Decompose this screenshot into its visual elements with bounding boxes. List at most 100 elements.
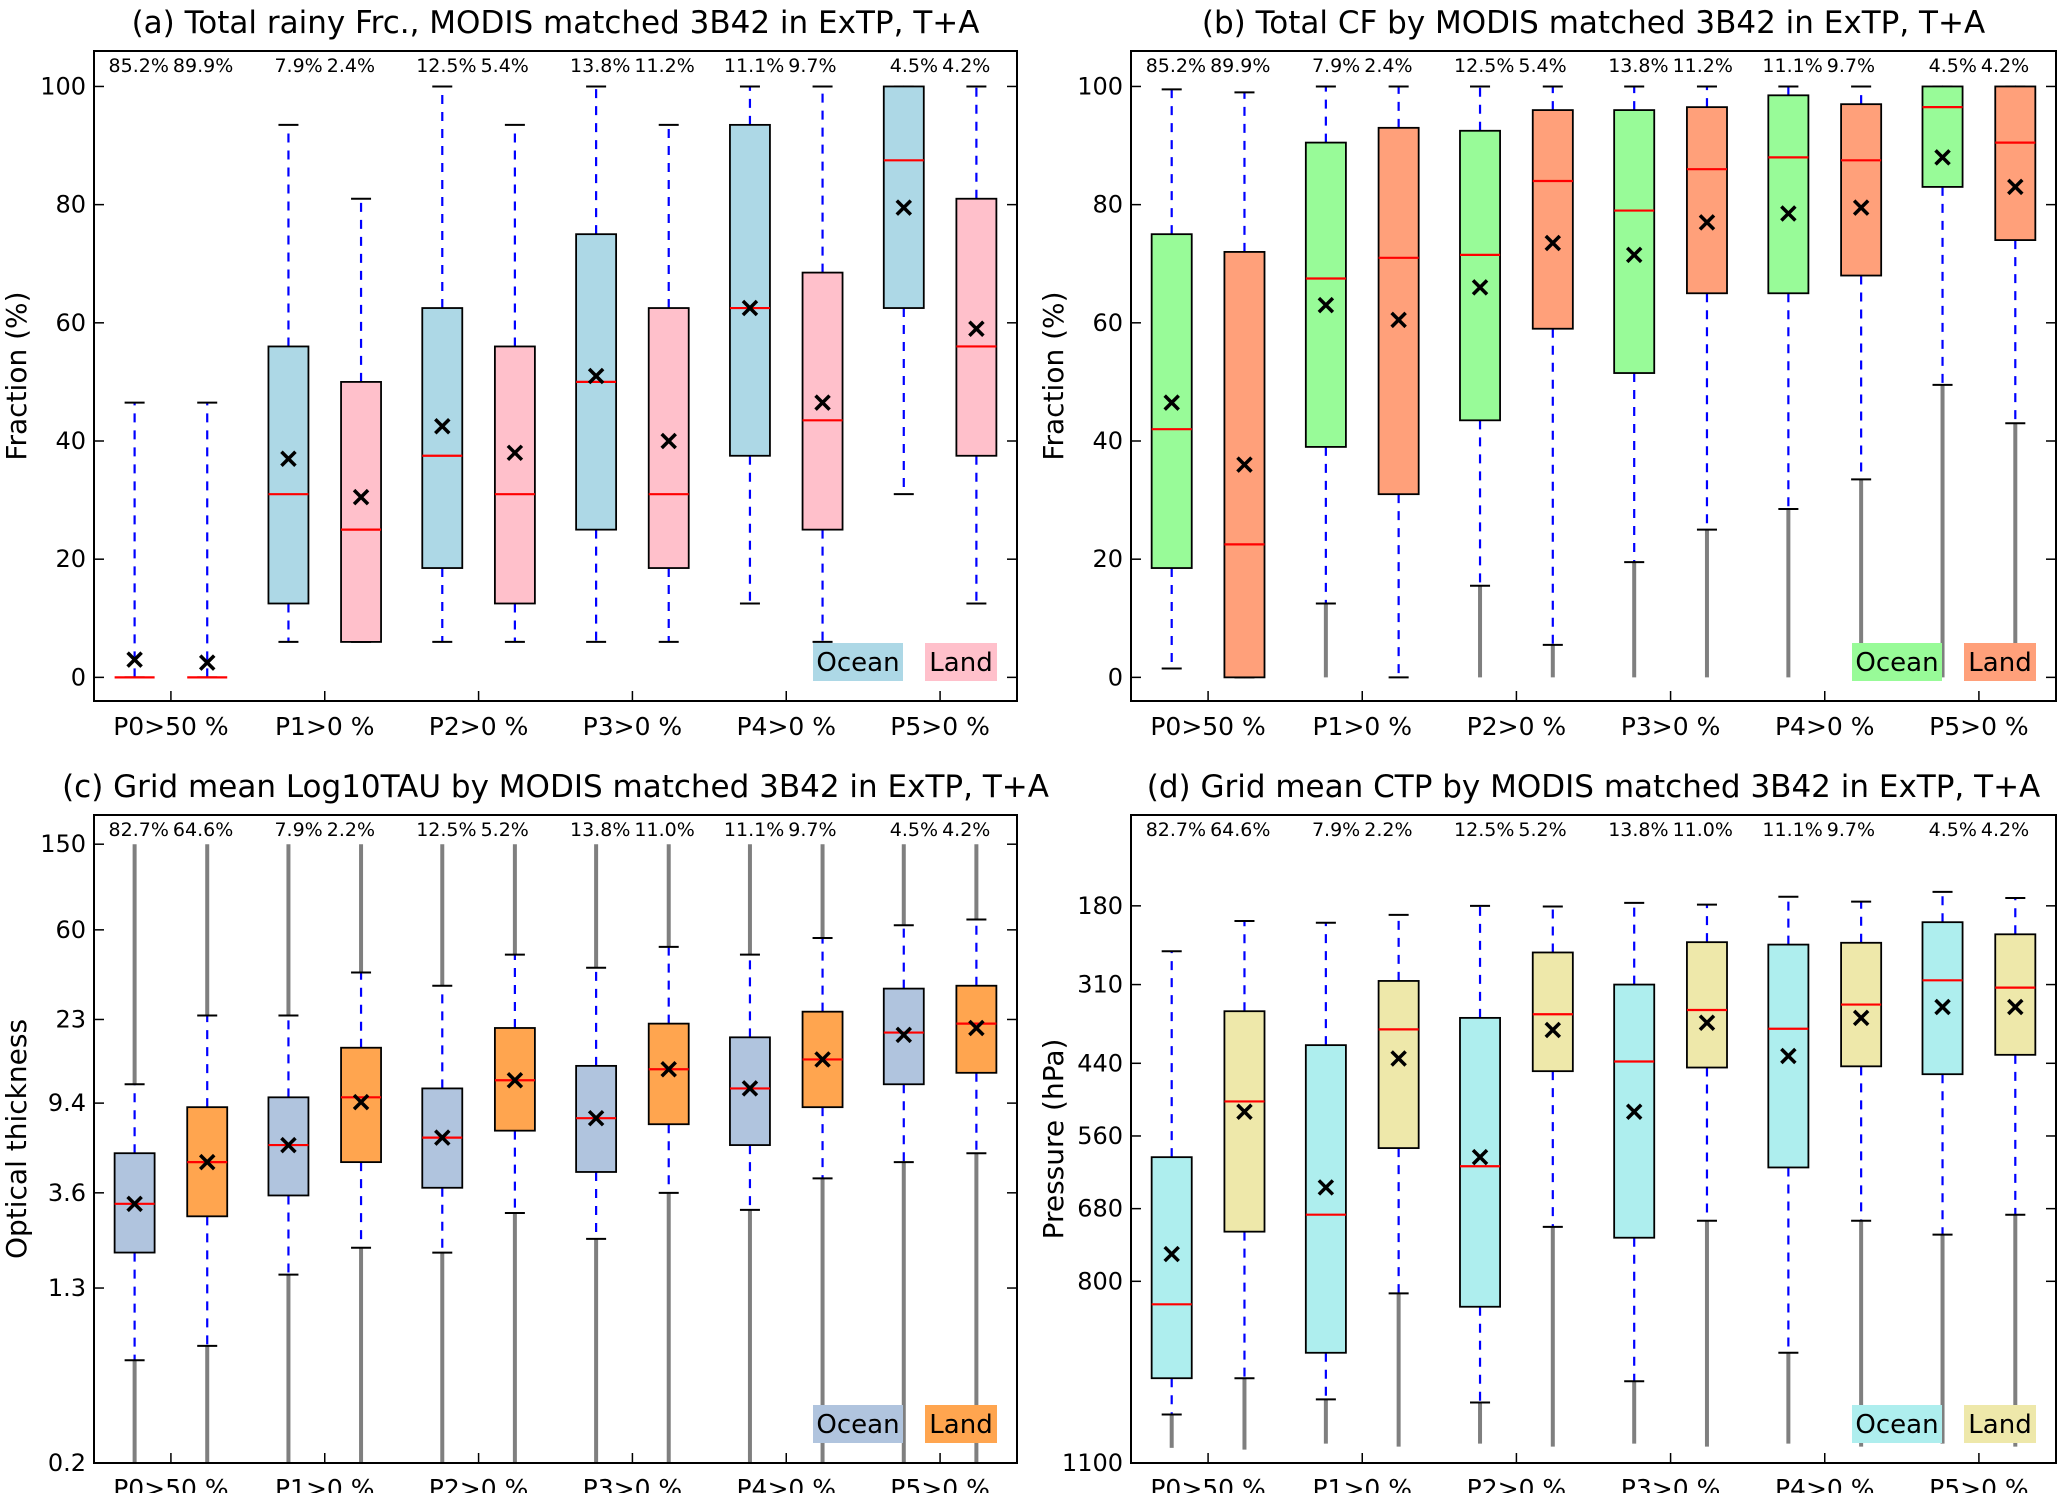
box-ocean bbox=[1459, 904, 1501, 1444]
percent-label-land: 4.2% bbox=[942, 55, 990, 77]
x-tick-label: P2>0 % bbox=[429, 712, 529, 741]
iqr-box bbox=[1994, 85, 2037, 241]
iqr-box bbox=[421, 307, 464, 569]
percent-label-land: 9.7% bbox=[1827, 55, 1875, 77]
percent-label-land: 4.2% bbox=[1981, 819, 2029, 841]
percent-label-ocean: 11.1% bbox=[1762, 55, 1822, 77]
mean-marker bbox=[1625, 1103, 1643, 1120]
legend-swatch-land bbox=[1964, 1405, 2036, 1443]
iqr-box bbox=[1531, 109, 1574, 330]
legend: Ocean Land bbox=[813, 1405, 997, 1443]
iqr-box bbox=[1686, 941, 1728, 1069]
mean-marker bbox=[280, 450, 297, 467]
box-land bbox=[955, 844, 998, 1463]
percent-label-ocean: 12.5% bbox=[1454, 819, 1514, 841]
percent-label-land: 2.2% bbox=[1364, 819, 1412, 841]
percent-label-ocean: 11.1% bbox=[724, 819, 784, 841]
iqr-box bbox=[1921, 921, 1964, 1076]
x-tick-label: P0>50 % bbox=[113, 712, 228, 741]
percent-label-ocean: 12.5% bbox=[1454, 55, 1514, 77]
box-ocean bbox=[1150, 88, 1193, 670]
mean-marker bbox=[2007, 998, 2024, 1016]
y-tick-label: 560 bbox=[1077, 1122, 1123, 1150]
mean-marker bbox=[434, 417, 451, 435]
iqr-box bbox=[1613, 109, 1656, 374]
legend-swatch-ocean bbox=[813, 1405, 903, 1443]
percent-label-land: 64.6% bbox=[173, 819, 233, 841]
mean-marker bbox=[1934, 149, 1951, 166]
mean-marker bbox=[895, 1026, 913, 1044]
y-tick-label: 150 bbox=[40, 830, 86, 858]
percent-label-ocean: 11.1% bbox=[724, 55, 784, 77]
x-tick-label: P2>0 % bbox=[1467, 1474, 1567, 1493]
mean-marker bbox=[1390, 311, 1407, 329]
y-tick-label: 40 bbox=[1092, 427, 1123, 455]
plot-frame bbox=[1130, 814, 2057, 1464]
percent-label-land: 64.6% bbox=[1210, 819, 1270, 841]
mean-marker bbox=[1317, 1179, 1335, 1196]
mean-marker bbox=[1236, 456, 1253, 473]
percent-label-ocean: 82.7% bbox=[1146, 819, 1206, 841]
mean-marker bbox=[660, 432, 677, 450]
percent-label-ocean: 12.5% bbox=[416, 819, 476, 841]
y-tick-label: 100 bbox=[1077, 72, 1123, 100]
plot-frame bbox=[93, 814, 1018, 1464]
percent-label-ocean: 7.9% bbox=[274, 55, 322, 77]
percent-label-ocean: 13.8% bbox=[1608, 55, 1668, 77]
x-tick-label: P2>0 % bbox=[429, 1474, 529, 1493]
percent-label-ocean: 85.2% bbox=[109, 55, 169, 77]
mean-marker bbox=[1544, 234, 1562, 252]
box-ocean bbox=[575, 844, 618, 1463]
mean-marker bbox=[352, 1093, 370, 1111]
y-tick-label: 20 bbox=[55, 545, 86, 573]
box-ocean bbox=[421, 844, 464, 1463]
percent-label-land: 11.0% bbox=[1673, 819, 1733, 841]
percent-label-ocean: 4.5% bbox=[1929, 819, 1977, 841]
percent-label-ocean: 7.9% bbox=[1312, 55, 1360, 77]
x-tick-label: P5>0 % bbox=[890, 1474, 990, 1493]
y-axis-label: Optical thickness bbox=[0, 1019, 33, 1259]
mean-marker bbox=[352, 488, 370, 506]
iqr-box bbox=[1304, 141, 1347, 448]
box-land bbox=[187, 401, 228, 679]
iqr-box bbox=[493, 345, 536, 605]
legend-swatch-ocean bbox=[1852, 1405, 1942, 1443]
x-tick-label: P0>50 % bbox=[1150, 1474, 1265, 1493]
panel-title: (c) Grid mean Log10TAU by MODIS matched … bbox=[62, 769, 1049, 805]
box-land bbox=[1994, 85, 2037, 678]
iqr-box bbox=[1531, 951, 1574, 1073]
box-land bbox=[1840, 900, 1883, 1447]
mean-marker bbox=[1471, 1148, 1489, 1166]
mean-marker bbox=[1852, 1009, 1870, 1027]
box-land bbox=[1377, 913, 1420, 1447]
mean-marker bbox=[1390, 1050, 1407, 1067]
iqr-box bbox=[647, 307, 690, 569]
y-tick-label: 9.4 bbox=[48, 1089, 86, 1117]
x-tick-label: P0>50 % bbox=[113, 1474, 228, 1493]
x-tick-label: P1>0 % bbox=[275, 712, 375, 741]
x-tick-label: P4>0 % bbox=[736, 1474, 836, 1493]
mean-marker bbox=[1236, 1103, 1253, 1120]
box-land bbox=[1686, 903, 1728, 1447]
box-land bbox=[340, 844, 382, 1463]
box-land bbox=[1531, 905, 1574, 1447]
panel-title: (b) Total CF by MODIS matched 3B42 in Ex… bbox=[1202, 5, 1985, 41]
box-ocean bbox=[267, 844, 310, 1463]
box-land bbox=[340, 197, 382, 643]
legend: Ocean Land bbox=[813, 643, 997, 681]
percent-label-land: 89.9% bbox=[173, 55, 233, 77]
box-land bbox=[955, 85, 998, 605]
percent-label-land: 2.2% bbox=[327, 819, 375, 841]
percent-label-ocean: 4.5% bbox=[1929, 55, 1977, 77]
y-tick-label: 60 bbox=[55, 309, 86, 337]
mean-marker bbox=[1317, 296, 1335, 314]
x-tick-label: P4>0 % bbox=[1775, 712, 1875, 741]
mean-marker bbox=[1780, 205, 1797, 222]
percent-label-land: 11.2% bbox=[1673, 55, 1733, 77]
y-tick-label: 60 bbox=[1092, 309, 1123, 337]
y-tick-label: 3.6 bbox=[48, 1179, 86, 1207]
panel-c: (c) Grid mean Log10TAU by MODIS matched … bbox=[0, 769, 1049, 1493]
percent-label-ocean: 11.1% bbox=[1762, 819, 1822, 841]
y-axis-label: Fraction (%) bbox=[1037, 291, 1070, 460]
panel-b: (b) Total CF by MODIS matched 3B42 in Ex… bbox=[1037, 5, 2057, 741]
